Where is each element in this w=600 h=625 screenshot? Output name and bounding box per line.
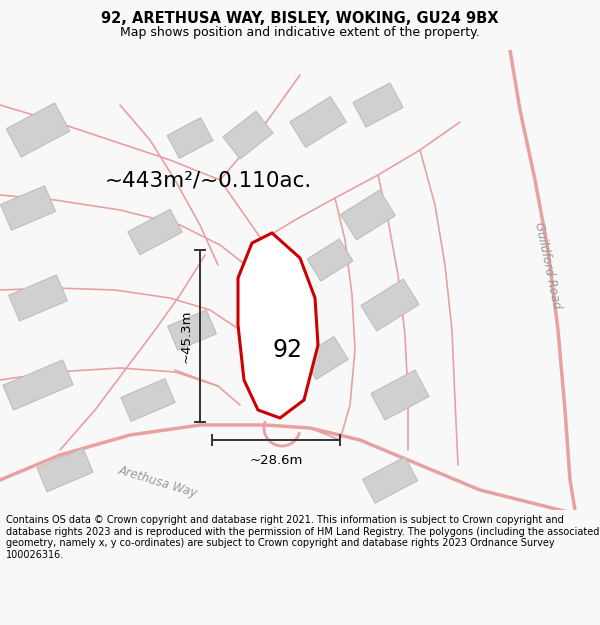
Polygon shape xyxy=(37,448,93,492)
Text: 92: 92 xyxy=(272,338,302,362)
Polygon shape xyxy=(290,96,346,148)
Polygon shape xyxy=(167,118,213,158)
Polygon shape xyxy=(121,379,175,421)
Polygon shape xyxy=(3,360,73,410)
Polygon shape xyxy=(1,186,56,230)
Text: ~28.6m: ~28.6m xyxy=(250,454,302,467)
Text: ~443m²/~0.110ac.: ~443m²/~0.110ac. xyxy=(104,170,311,190)
Polygon shape xyxy=(223,111,273,159)
Polygon shape xyxy=(302,336,348,379)
Polygon shape xyxy=(6,103,70,157)
Polygon shape xyxy=(8,275,67,321)
Polygon shape xyxy=(238,233,318,418)
Text: Guildford Road: Guildford Road xyxy=(532,221,563,309)
Text: Contains OS data © Crown copyright and database right 2021. This information is : Contains OS data © Crown copyright and d… xyxy=(6,515,599,560)
Polygon shape xyxy=(128,209,182,255)
Text: 92, ARETHUSA WAY, BISLEY, WOKING, GU24 9BX: 92, ARETHUSA WAY, BISLEY, WOKING, GU24 9… xyxy=(101,11,499,26)
Polygon shape xyxy=(362,457,418,503)
Polygon shape xyxy=(361,279,419,331)
Polygon shape xyxy=(341,190,395,240)
Text: ~45.3m: ~45.3m xyxy=(179,309,193,362)
Polygon shape xyxy=(167,310,217,350)
Text: Arethusa Way: Arethusa Way xyxy=(117,464,199,500)
Text: Map shows position and indicative extent of the property.: Map shows position and indicative extent… xyxy=(120,26,480,39)
Polygon shape xyxy=(307,239,353,281)
Polygon shape xyxy=(371,370,429,420)
Polygon shape xyxy=(353,82,403,127)
